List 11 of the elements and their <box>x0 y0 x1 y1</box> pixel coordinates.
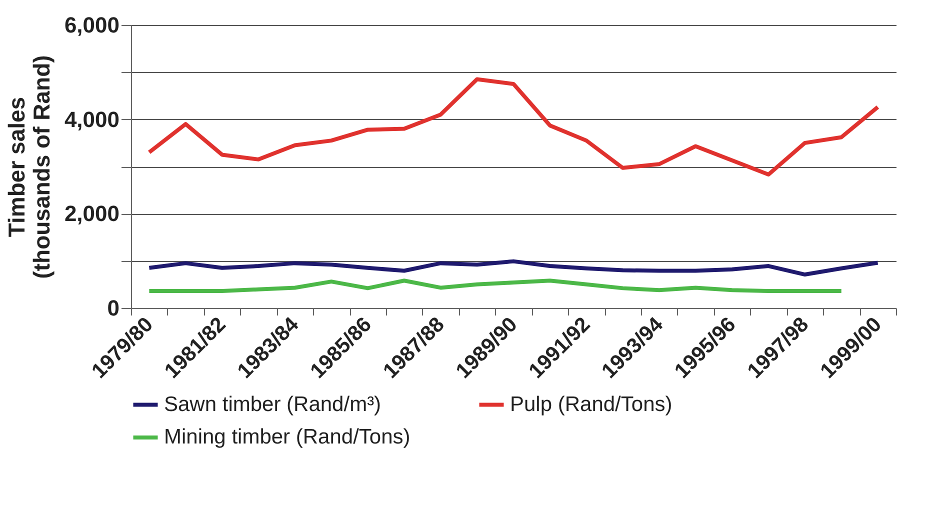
y-tick-label: 0 <box>107 296 120 320</box>
y-tick-label: 4,000 <box>64 106 120 132</box>
line-series <box>147 77 880 177</box>
legend-label: Sawn timber (Rand/m³) <box>164 392 382 416</box>
y-tick-label: 6,000 <box>64 12 120 38</box>
line-series <box>147 259 880 277</box>
legend-label: Pulp (Rand/Tons) <box>510 392 672 416</box>
y-tick-label: 2,000 <box>64 201 120 226</box>
y-axis-title: Timber sales (thousands of Rand) <box>3 55 54 279</box>
line-series <box>147 278 844 294</box>
legend-label: Mining timber (Rand/Tons) <box>164 426 410 448</box>
